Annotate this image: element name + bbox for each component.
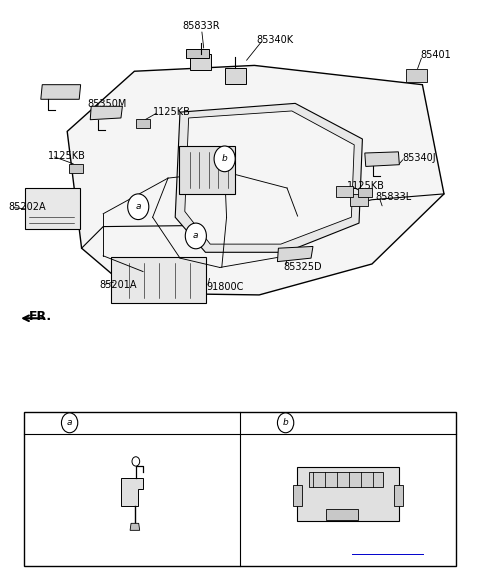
Text: 1125KB: 1125KB	[347, 180, 384, 191]
Polygon shape	[130, 523, 140, 530]
Polygon shape	[41, 85, 81, 99]
Circle shape	[185, 223, 206, 249]
FancyBboxPatch shape	[326, 509, 358, 520]
Polygon shape	[121, 478, 143, 506]
Text: 85340K: 85340K	[257, 34, 294, 45]
FancyBboxPatch shape	[179, 146, 235, 194]
Text: REF.91-928: REF.91-928	[352, 545, 408, 555]
Polygon shape	[365, 152, 399, 166]
Text: 85202A: 85202A	[9, 202, 46, 213]
Text: FR.: FR.	[29, 310, 52, 323]
FancyBboxPatch shape	[394, 485, 403, 506]
Text: b: b	[222, 154, 228, 164]
Text: 85833L: 85833L	[376, 192, 412, 203]
Text: a: a	[135, 202, 141, 211]
FancyBboxPatch shape	[406, 69, 427, 82]
Polygon shape	[175, 103, 362, 252]
FancyBboxPatch shape	[111, 257, 206, 303]
Text: a: a	[193, 231, 199, 241]
Circle shape	[214, 146, 235, 172]
Polygon shape	[277, 246, 313, 262]
FancyBboxPatch shape	[69, 164, 83, 173]
Polygon shape	[90, 106, 122, 120]
FancyBboxPatch shape	[293, 485, 302, 506]
Text: a: a	[67, 418, 72, 427]
FancyBboxPatch shape	[336, 186, 353, 197]
Circle shape	[128, 194, 149, 220]
Circle shape	[277, 413, 294, 433]
Text: 85350M: 85350M	[88, 99, 127, 109]
Text: 85325D: 85325D	[283, 262, 322, 273]
Text: b: b	[283, 418, 288, 427]
Polygon shape	[67, 65, 444, 295]
Text: 85401: 85401	[420, 50, 451, 61]
FancyBboxPatch shape	[190, 54, 211, 70]
FancyBboxPatch shape	[297, 467, 399, 521]
Text: 85340J: 85340J	[402, 152, 436, 163]
Text: 91800C: 91800C	[206, 282, 244, 293]
FancyBboxPatch shape	[186, 49, 209, 58]
FancyBboxPatch shape	[350, 194, 368, 206]
FancyBboxPatch shape	[136, 119, 150, 128]
FancyBboxPatch shape	[358, 188, 372, 197]
FancyBboxPatch shape	[25, 188, 80, 229]
FancyBboxPatch shape	[225, 68, 246, 84]
Text: 1125KB: 1125KB	[48, 151, 86, 161]
Text: 1125KB: 1125KB	[153, 107, 191, 117]
FancyBboxPatch shape	[309, 472, 383, 486]
FancyBboxPatch shape	[24, 412, 456, 566]
Circle shape	[61, 413, 78, 433]
Text: 85833R: 85833R	[183, 21, 220, 32]
Text: 85201A: 85201A	[99, 280, 137, 290]
Text: 85235: 85235	[62, 484, 91, 493]
Circle shape	[132, 457, 140, 466]
Polygon shape	[185, 111, 354, 244]
Text: 85332B: 85332B	[43, 85, 81, 96]
Text: 1229MA: 1229MA	[62, 522, 99, 531]
